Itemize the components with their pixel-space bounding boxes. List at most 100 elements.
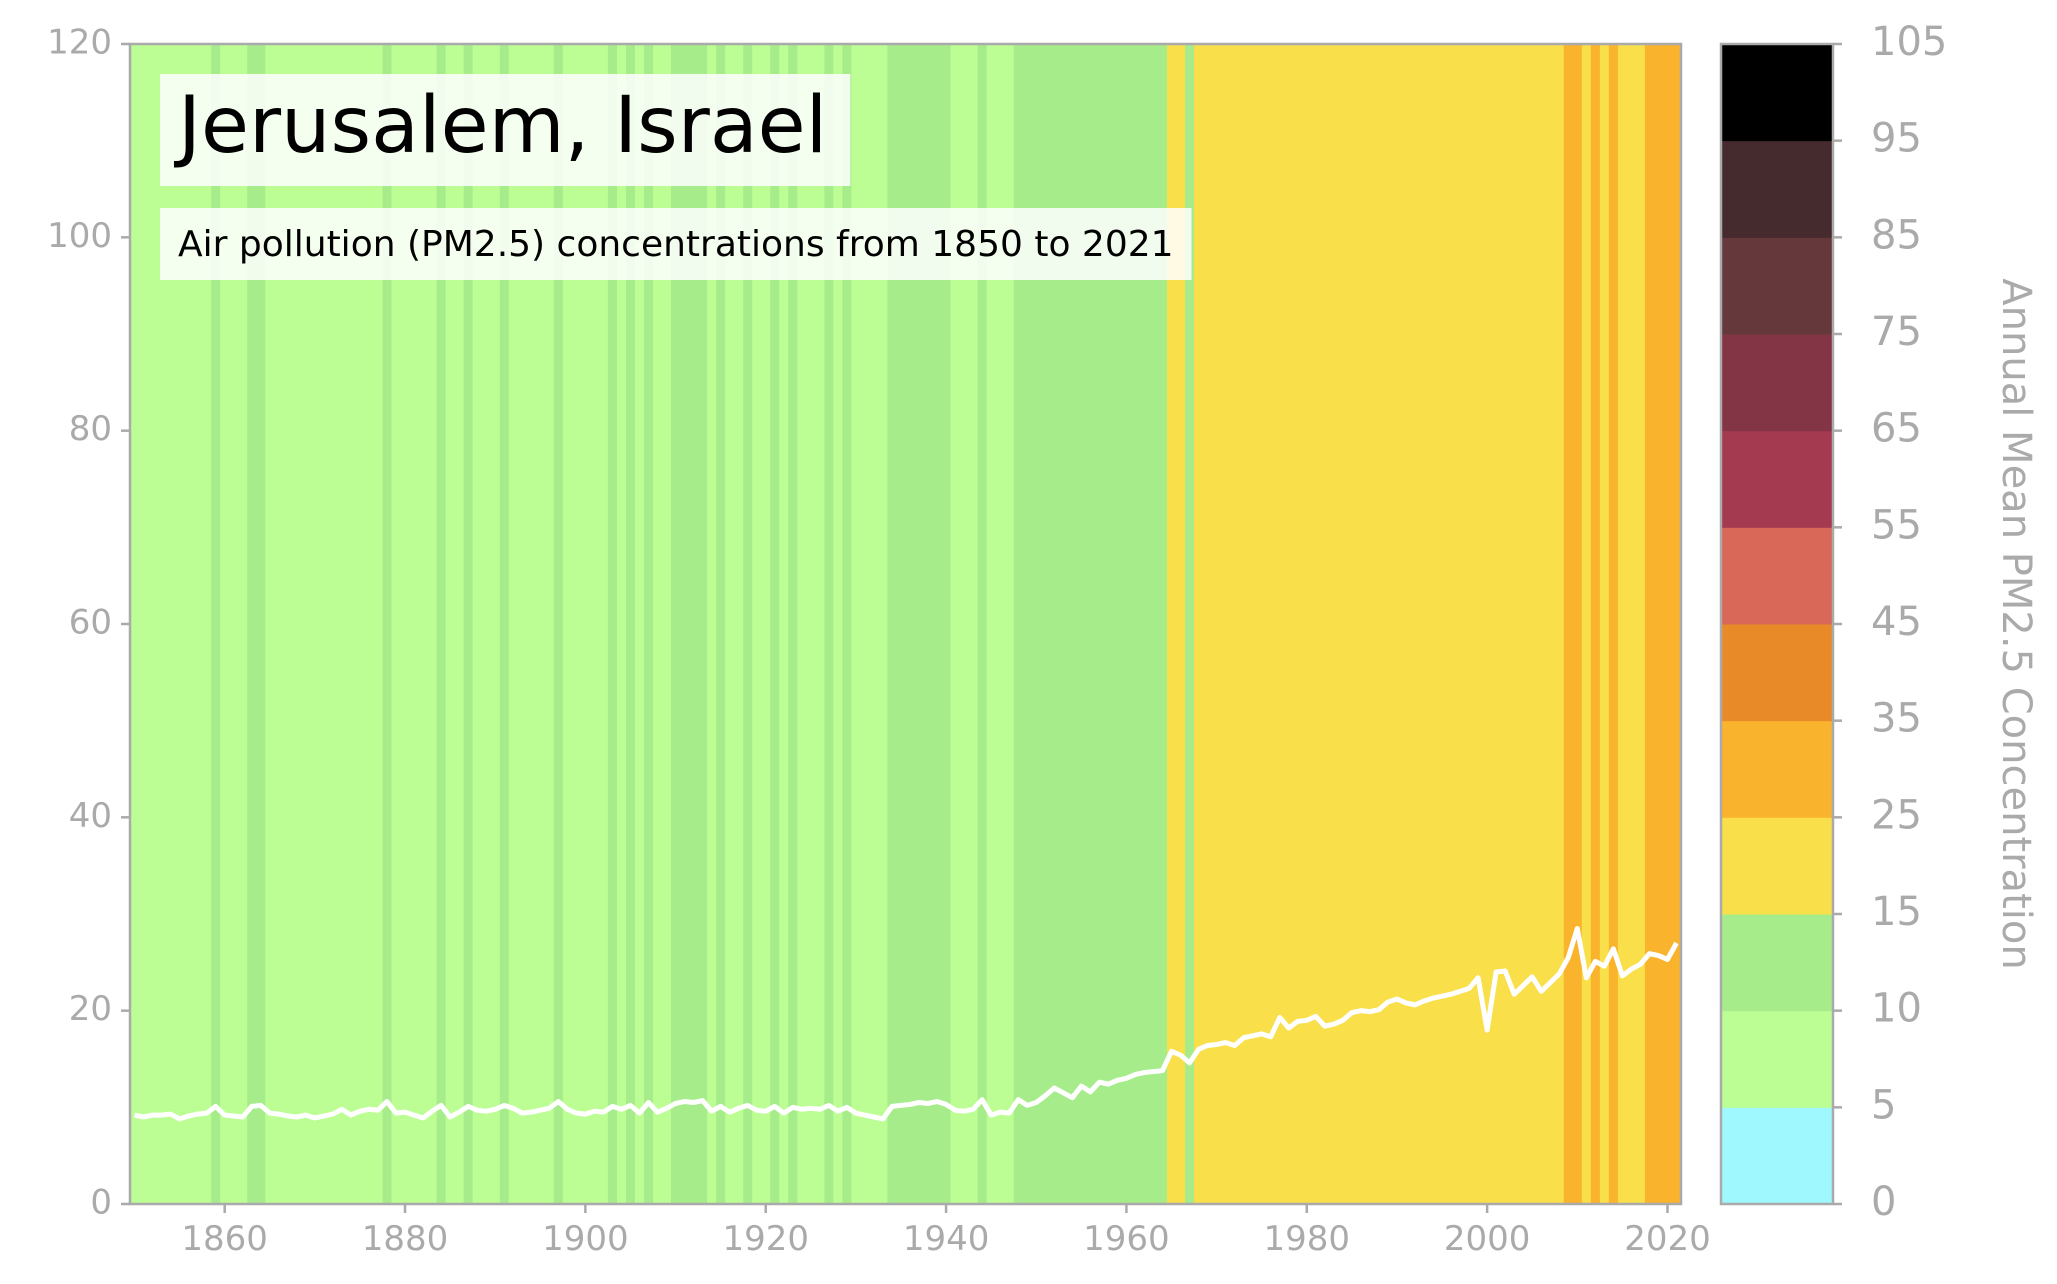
stripe xyxy=(211,44,221,1204)
stripe xyxy=(328,44,339,1204)
colorbar-label: Annual Mean PM2.5 Concentration xyxy=(1993,278,2039,969)
stripe xyxy=(941,44,952,1204)
stripe xyxy=(1022,44,1033,1204)
stripe xyxy=(1500,44,1511,1204)
stripe xyxy=(1320,44,1330,1204)
stripe xyxy=(725,44,735,1204)
stripe xyxy=(1103,44,1114,1204)
stripe xyxy=(1644,44,1655,1204)
title-bg xyxy=(160,74,851,186)
stripe xyxy=(860,44,871,1204)
stripe xyxy=(157,44,167,1204)
stripe xyxy=(959,44,970,1204)
stripe xyxy=(535,44,546,1204)
x-tick-label: 1900 xyxy=(542,1219,629,1259)
stripe xyxy=(1473,44,1484,1204)
stripe xyxy=(1194,44,1204,1204)
stripe xyxy=(1148,44,1159,1204)
chart-title: Jerusalem, Israel xyxy=(173,81,827,171)
stripe xyxy=(1176,44,1186,1204)
colorbar-segment xyxy=(1721,527,1833,625)
stripe xyxy=(932,44,943,1204)
stripe xyxy=(752,44,762,1204)
stripe xyxy=(238,44,248,1204)
stripe xyxy=(355,44,366,1204)
stripe xyxy=(517,44,528,1204)
stripe xyxy=(490,44,501,1204)
stripe xyxy=(905,44,916,1204)
stripe xyxy=(220,44,230,1204)
stripe xyxy=(1338,44,1348,1204)
stripe xyxy=(508,44,519,1204)
stripe xyxy=(986,44,997,1204)
stripe xyxy=(1617,44,1628,1204)
colorbar-tick-label: 85 xyxy=(1871,212,1922,258)
stripe xyxy=(1040,44,1051,1204)
stripe xyxy=(761,44,771,1204)
stripe xyxy=(148,44,158,1204)
stripe xyxy=(1374,44,1385,1204)
colorbar-tick-label: 105 xyxy=(1871,19,1947,65)
stripe xyxy=(463,44,474,1204)
stripe xyxy=(265,44,275,1204)
stripe xyxy=(1590,44,1601,1204)
colorbar-segment xyxy=(1721,624,1833,722)
stripe xyxy=(1365,44,1376,1204)
stripe xyxy=(1311,44,1321,1204)
colorbar-segment xyxy=(1721,237,1833,335)
colorbar-tick-label: 25 xyxy=(1871,792,1922,838)
stripe xyxy=(1302,44,1312,1204)
colorbar-tick-label: 95 xyxy=(1871,116,1922,162)
colorbar-tick-label: 65 xyxy=(1871,406,1922,452)
stripe xyxy=(698,44,708,1204)
stripe xyxy=(472,44,483,1204)
pm25-line xyxy=(133,926,1679,1122)
stripe xyxy=(1635,44,1646,1204)
stripe xyxy=(851,44,862,1204)
colorbar-segment xyxy=(1721,44,1833,142)
stripe xyxy=(247,44,257,1204)
colorbar-segment xyxy=(1721,1010,1833,1108)
colorbar-tick-label: 5 xyxy=(1871,1082,1896,1128)
stripe xyxy=(1239,44,1249,1204)
stripes xyxy=(130,44,1682,1204)
x-tick-label: 1960 xyxy=(1083,1219,1170,1259)
stripe xyxy=(445,44,456,1204)
stripe xyxy=(797,44,807,1204)
stripe xyxy=(616,44,627,1204)
stripe xyxy=(580,44,591,1204)
colorbar-tick-label: 55 xyxy=(1871,502,1922,548)
stripe xyxy=(202,44,212,1204)
stripe xyxy=(1428,44,1439,1204)
stripe xyxy=(1455,44,1466,1204)
stripe xyxy=(634,44,645,1204)
stripe xyxy=(1004,44,1015,1204)
stripe xyxy=(869,44,880,1204)
stripe xyxy=(454,44,465,1204)
stripe xyxy=(193,44,203,1204)
stripe xyxy=(977,44,988,1204)
stripe xyxy=(1112,44,1123,1204)
stripe xyxy=(1491,44,1502,1204)
colorbar-segment xyxy=(1721,334,1833,432)
stripe xyxy=(229,44,239,1204)
stripe xyxy=(1446,44,1457,1204)
stripe xyxy=(1139,44,1150,1204)
subtitle-box: Air pollution (PM2.5) concentrations fro… xyxy=(160,208,1192,280)
stripe xyxy=(400,44,411,1204)
y-tick-label: 40 xyxy=(69,796,112,836)
stripe xyxy=(364,44,375,1204)
stripe xyxy=(625,44,636,1204)
stripe xyxy=(896,44,907,1204)
stripe xyxy=(1410,44,1421,1204)
stripe xyxy=(1157,44,1168,1204)
stripe xyxy=(526,44,537,1204)
colorbar-segment xyxy=(1721,430,1833,528)
stripe xyxy=(1356,44,1366,1204)
subtitle-bg xyxy=(160,208,1192,280)
stripe xyxy=(1284,44,1294,1204)
stripe xyxy=(427,44,438,1204)
stripe xyxy=(1527,44,1538,1204)
colorbar-segment xyxy=(1721,817,1833,915)
